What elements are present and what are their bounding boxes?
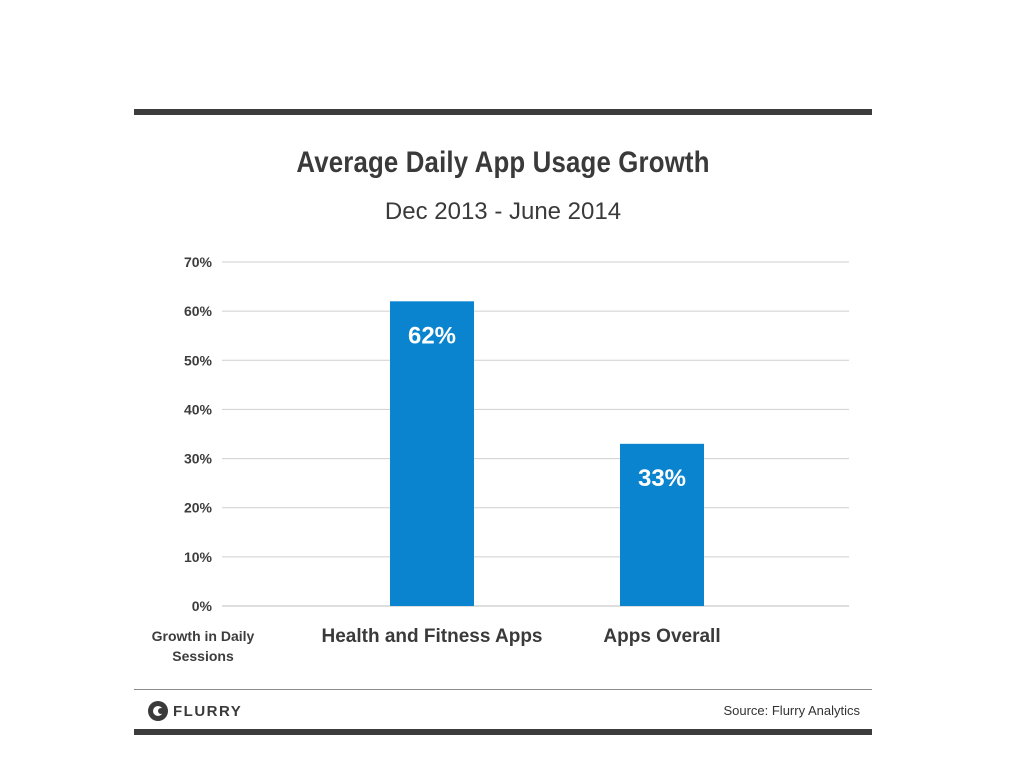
flurry-logo: FLURRY — [148, 701, 242, 721]
chart-title: Average Daily App Usage Growth — [296, 146, 710, 179]
y-tick-label: 70% — [184, 254, 213, 270]
y-tick-label: 10% — [184, 549, 213, 565]
footer-rule — [134, 689, 872, 690]
top-rule — [134, 109, 872, 115]
bar — [620, 443, 704, 606]
y-tick-label: 40% — [184, 401, 213, 417]
logo-text: FLURRY — [173, 702, 243, 720]
y-tick-label: 20% — [184, 500, 213, 516]
bar — [390, 301, 474, 606]
source-note: Source: Flurry Analytics — [723, 703, 860, 718]
x-category-label: Apps Overall — [603, 626, 720, 647]
y-axis-label: Growth in Daily Sessions — [151, 628, 255, 664]
y-tick-label: 50% — [184, 352, 213, 368]
data-label: 33% — [638, 465, 686, 492]
data-label: 62% — [408, 322, 456, 349]
y-tick-label: 30% — [184, 451, 213, 467]
y-tick-label: 0% — [192, 598, 213, 614]
bottom-rule — [134, 729, 872, 735]
y-tick-label: 60% — [184, 303, 213, 319]
chart-subtitle: Dec 2013 - June 2014 — [384, 198, 622, 225]
flurry-logo-icon — [148, 701, 168, 721]
x-category-label: Health and Fitness Apps — [322, 626, 543, 647]
